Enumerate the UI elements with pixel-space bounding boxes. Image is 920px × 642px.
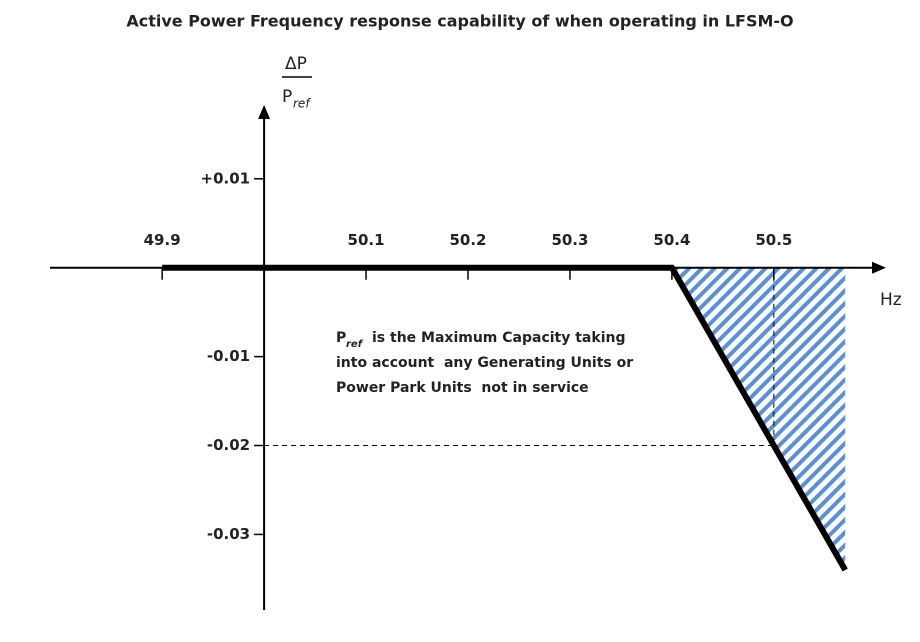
y-label-denominator: P <box>282 87 292 107</box>
y-axis-arrow <box>258 105 271 119</box>
x-tick-label: 50.5 <box>755 231 792 249</box>
y-label-numerator: ΔP <box>285 54 307 74</box>
y-tick-label: -0.03 <box>207 525 250 543</box>
x-tick-label: 50.1 <box>348 231 385 249</box>
annotation-line: is the Maximum Capacity taking <box>372 330 625 346</box>
chart-title: Active Power Frequency response capabili… <box>126 12 793 31</box>
y-tick-label: +0.01 <box>201 169 251 187</box>
x-tick-label: 50.3 <box>551 231 588 249</box>
y-tick-label: -0.02 <box>207 436 250 454</box>
annotation-line: Power Park Units not in service <box>336 380 589 396</box>
x-tick-label: 50.2 <box>449 231 486 249</box>
x-tick-label: 50.4 <box>653 231 690 249</box>
response-line <box>162 264 848 572</box>
x-tick-label: 49.9 <box>144 231 181 249</box>
annotation-line: into account any Generating Units or <box>336 355 633 371</box>
x-axis-label: Hz <box>880 290 902 310</box>
y-tick-label: -0.01 <box>207 347 250 365</box>
y-label-subscript: ref <box>293 97 311 111</box>
annotation-symbol: P <box>336 330 346 346</box>
x-axis-arrow <box>872 261 886 274</box>
annotation-subscript: ref <box>346 339 364 350</box>
